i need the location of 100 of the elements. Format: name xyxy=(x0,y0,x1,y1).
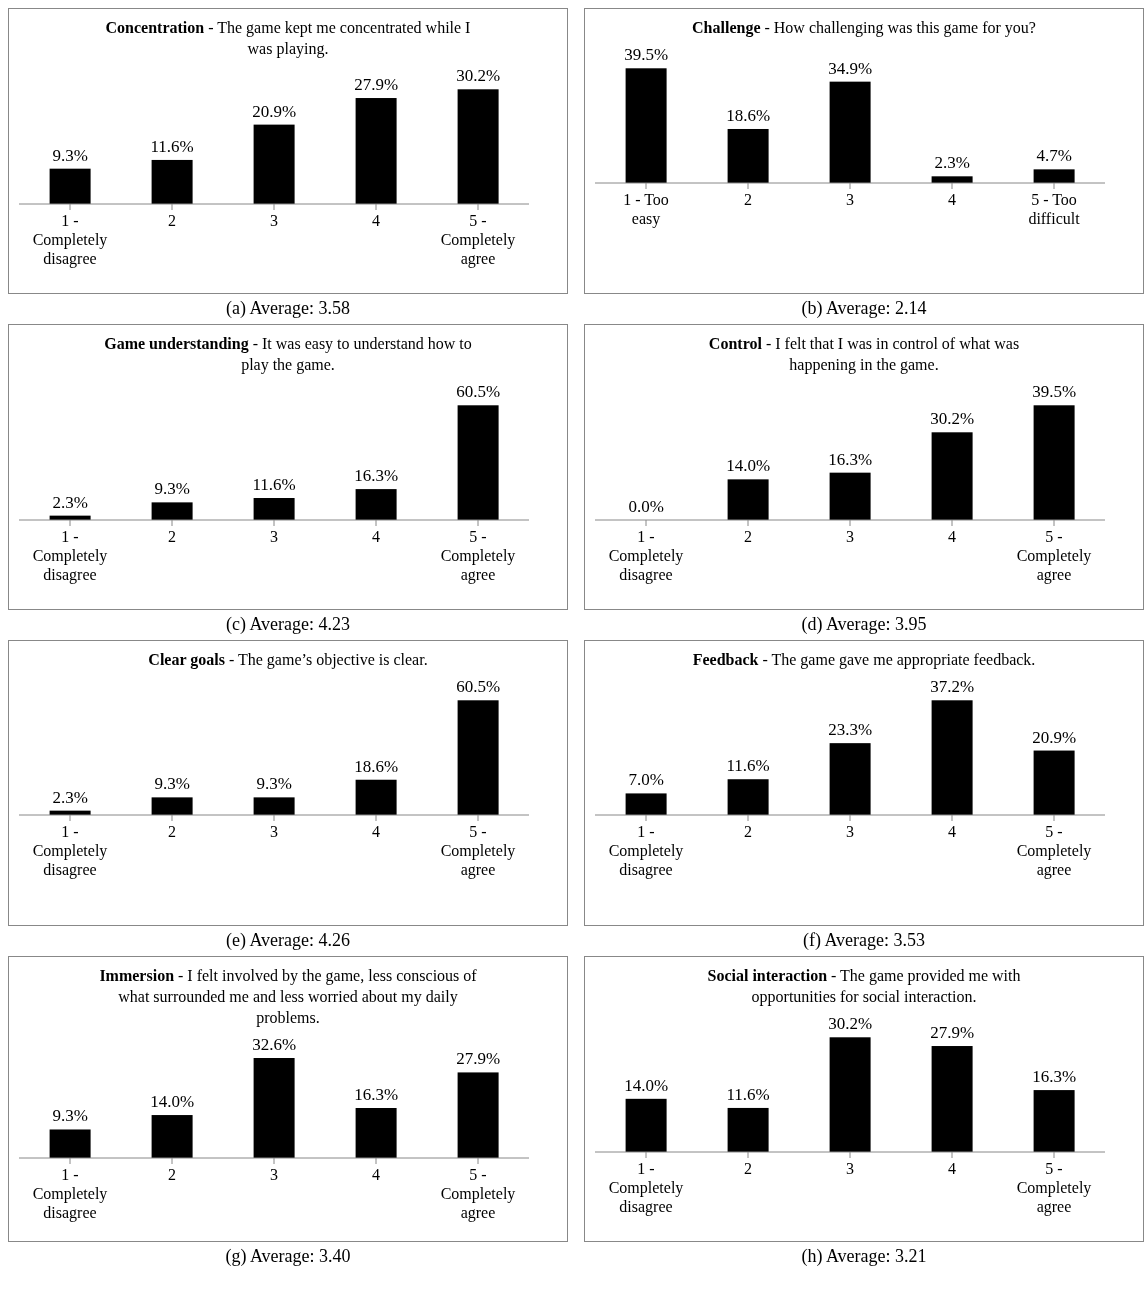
text: (d) Average: 3.95 xyxy=(800,613,928,636)
bar xyxy=(49,168,91,204)
x-tick-label: 2 xyxy=(744,191,752,208)
data-label: 4.7% xyxy=(1036,146,1072,166)
x-tick-label: 3 xyxy=(846,191,854,208)
x-tick-label: 3 xyxy=(270,528,278,545)
data-label: 11.6% xyxy=(726,756,770,776)
data-label: 39.5% xyxy=(624,45,669,65)
x-tick-label: 2 xyxy=(168,528,176,545)
data-label: 37.2% xyxy=(930,677,975,697)
text: (a) Average: 3.58 xyxy=(224,297,352,320)
bar xyxy=(727,1107,769,1152)
bar xyxy=(727,128,769,183)
x-tick-label: 3 xyxy=(846,528,854,545)
data-label: 9.3% xyxy=(52,1106,88,1126)
bar xyxy=(253,1058,295,1158)
data-label: 14.0% xyxy=(150,1092,195,1112)
x-tick-label: 5 - Completely agree xyxy=(440,1166,516,1222)
data-label: 2.3% xyxy=(52,787,88,807)
x-tick-label: 4 xyxy=(372,212,380,229)
bar xyxy=(1033,169,1075,183)
data-label: 27.9% xyxy=(930,1023,975,1043)
bar xyxy=(457,89,499,204)
bar xyxy=(1033,405,1075,520)
text: (h) Average: 3.21 xyxy=(800,1245,928,1268)
data-label: 32.6% xyxy=(252,1035,297,1054)
x-tick-label: 2 xyxy=(168,823,176,840)
bar xyxy=(1033,1090,1075,1152)
x-tick-label: 3 xyxy=(846,1160,854,1177)
bar xyxy=(253,124,295,204)
x-tick-label: 4 xyxy=(948,1160,956,1177)
bar xyxy=(625,68,667,183)
data-label: 9.3% xyxy=(52,145,88,165)
x-tick-label: 5 - Completely agree xyxy=(1016,1160,1092,1216)
data-label: 18.6% xyxy=(354,756,399,776)
x-tick-label: 1 - Completely disagree xyxy=(32,212,108,268)
data-label: 2.3% xyxy=(52,492,88,512)
x-tick-label: 2 xyxy=(168,212,176,229)
data-label: 9.3% xyxy=(154,774,190,794)
x-tick-label: 2 xyxy=(744,1160,752,1177)
bar xyxy=(625,793,667,815)
x-tick-label: 4 xyxy=(948,528,956,545)
data-label: 14.0% xyxy=(624,1075,669,1095)
data-label: 9.3% xyxy=(256,774,292,794)
chart-title: Social interaction - The game provided me with opportunities for social interaction. xyxy=(707,967,1021,1005)
x-tick-label: 2 xyxy=(168,1166,176,1183)
x-tick-label: 5 - Completely agree xyxy=(440,212,516,268)
x-tick-label: 3 xyxy=(270,823,278,840)
x-tick-label: 3 xyxy=(270,1166,278,1183)
x-tick-label: 3 xyxy=(846,823,854,840)
data-label: 30.2% xyxy=(828,1014,873,1034)
chart-title: Game understanding - It was easy to understand how to play the game. xyxy=(104,335,472,373)
bar xyxy=(151,797,193,815)
x-tick-label: 1 - Completely disagree xyxy=(32,823,108,879)
bar xyxy=(931,1046,973,1152)
data-label: 11.6% xyxy=(726,1084,770,1104)
bar xyxy=(253,498,295,520)
bar xyxy=(355,779,397,815)
text: (f) Average: 3.53 xyxy=(801,929,927,952)
x-tick-label: 1 - Completely disagree xyxy=(32,528,108,584)
chart-title: Control - I felt that I was in control of what was happening in the game. xyxy=(708,335,1020,373)
bar xyxy=(457,700,499,815)
bar xyxy=(151,159,193,204)
data-label: 20.9% xyxy=(1032,727,1077,747)
x-tick-label: 4 xyxy=(948,823,956,840)
x-tick-label: 1 - Completely disagree xyxy=(608,823,684,879)
chart-title: Clear goals - The game’s objective is clear. xyxy=(148,651,428,668)
data-label: 16.3% xyxy=(828,449,873,469)
chart-title: Concentration - The game kept me concentrated while I was playing. xyxy=(105,19,471,57)
data-label: 34.9% xyxy=(828,58,873,78)
bar xyxy=(151,1115,193,1158)
bar xyxy=(457,405,499,520)
x-tick-label: 5 - Completely agree xyxy=(1016,528,1092,584)
bar xyxy=(829,1037,871,1152)
bar xyxy=(829,472,871,520)
bar xyxy=(151,502,193,520)
bar xyxy=(253,797,295,815)
data-label: 16.3% xyxy=(354,1085,399,1104)
x-tick-label: 1 - Too easy xyxy=(623,191,669,228)
data-label: 39.5% xyxy=(1032,382,1077,402)
chart-title: Feedback - The game gave me appropriate feedback. xyxy=(692,651,1036,668)
data-label: 23.3% xyxy=(828,720,873,740)
bar xyxy=(625,1098,667,1152)
bar xyxy=(355,489,397,520)
data-label: 11.6% xyxy=(252,475,296,495)
bar xyxy=(829,743,871,815)
x-tick-label: 5 - Completely agree xyxy=(440,528,516,584)
bar xyxy=(829,81,871,183)
data-label: 2.3% xyxy=(934,153,970,173)
data-label: 60.5% xyxy=(456,382,501,402)
bar xyxy=(931,700,973,815)
data-label: 9.3% xyxy=(154,479,190,499)
data-label: 60.5% xyxy=(456,677,501,697)
data-label: 30.2% xyxy=(456,66,501,86)
x-tick-label: 4 xyxy=(372,823,380,840)
text: (e) Average: 4.26 xyxy=(224,929,352,952)
data-label: 11.6% xyxy=(150,136,194,156)
data-label: 27.9% xyxy=(456,1049,501,1069)
bar xyxy=(355,1108,397,1158)
x-tick-label: 3 xyxy=(270,212,278,229)
